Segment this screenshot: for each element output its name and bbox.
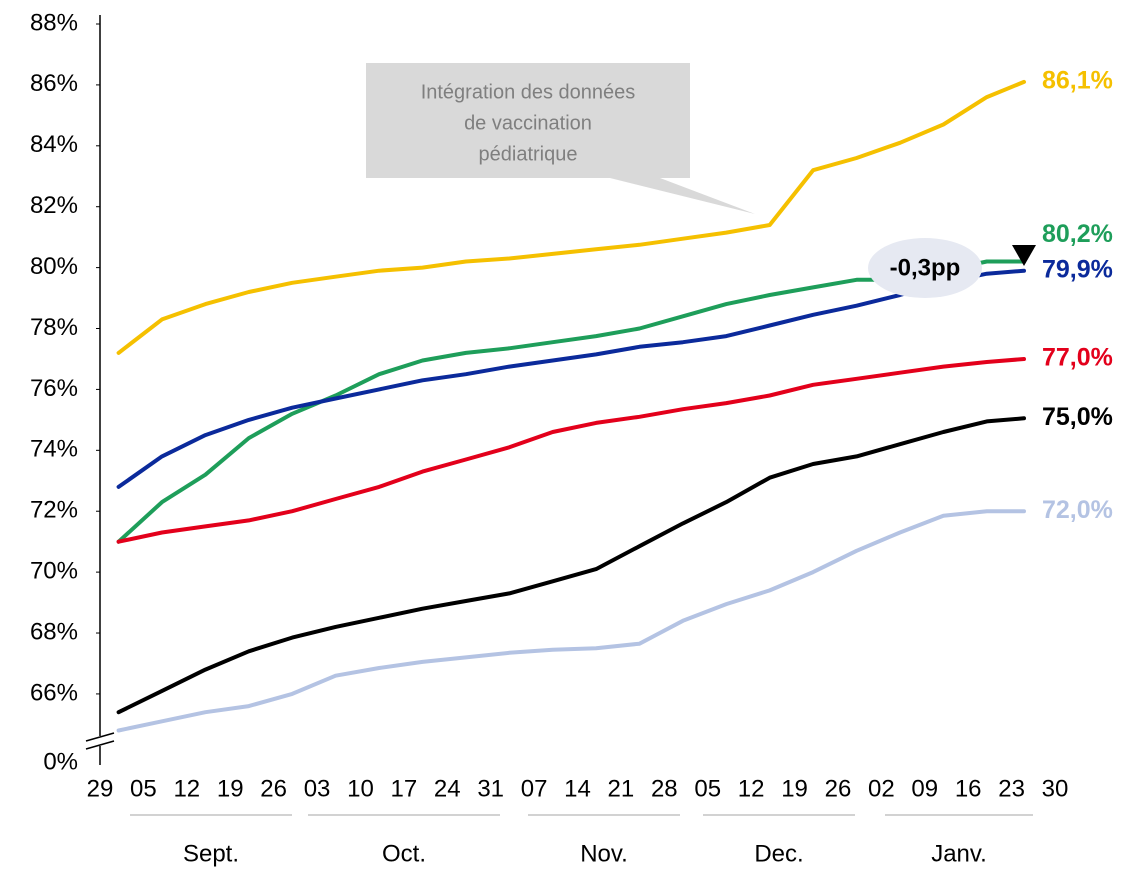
x-tick-label: 26 [825, 775, 852, 802]
x-tick-label: 12 [738, 775, 765, 802]
y-tick-label: 76% [30, 375, 78, 402]
x-tick-label: 14 [564, 775, 591, 802]
x-tick-label: 07 [521, 775, 548, 802]
month-label: Janv. [931, 840, 987, 867]
series-line [116, 268, 1026, 489]
x-tick-label: 03 [304, 775, 331, 802]
x-tick-label: 12 [173, 775, 200, 802]
x-tick-label: 21 [608, 775, 635, 802]
x-tick-label: 29 [87, 775, 114, 802]
x-tick-label: 16 [955, 775, 982, 802]
axis-break-gap [86, 736, 114, 746]
axis-break [85, 740, 115, 750]
y-tick-label: 66% [30, 679, 78, 706]
end-label: 86,1% [1042, 66, 1113, 94]
month-label: Dec. [754, 840, 803, 867]
difference-bubble [868, 238, 982, 298]
month-label: Nov. [580, 840, 628, 867]
end-label: 75,0% [1042, 403, 1113, 431]
x-tick-label: 19 [217, 775, 244, 802]
series-line [116, 416, 1026, 715]
x-tick-label: 05 [130, 775, 157, 802]
x-tick-label: 05 [694, 775, 721, 802]
annotation-box [366, 63, 755, 214]
y-tick-label: 68% [30, 618, 78, 645]
series-line [116, 259, 1026, 544]
y-tick-label: 84% [30, 131, 78, 158]
end-label: 79,9% [1042, 255, 1113, 283]
end-label: 72,0% [1042, 496, 1113, 524]
y-tick-label: 80% [30, 253, 78, 280]
x-tick-label: 09 [911, 775, 938, 802]
difference-arrow [1012, 245, 1036, 266]
x-tick-label: 31 [477, 775, 504, 802]
y-tick-label: 78% [30, 314, 78, 341]
x-tick-label: 23 [998, 775, 1025, 802]
x-tick-label: 17 [391, 775, 418, 802]
annotation-text: de vaccination [464, 112, 592, 134]
end-label: 80,2% [1042, 220, 1113, 248]
annotation-text: Intégration des données [421, 81, 636, 103]
end-label: 77,0% [1042, 344, 1113, 372]
series-line [116, 79, 1026, 355]
x-tick-label: 30 [1042, 775, 1069, 802]
x-tick-label: 28 [651, 775, 678, 802]
y-tick-label: 70% [30, 557, 78, 584]
x-tick-label: 19 [781, 775, 808, 802]
y-tick-label: 74% [30, 436, 78, 463]
x-tick-label: 26 [260, 775, 287, 802]
y-tick-label: 82% [30, 192, 78, 219]
series-line [116, 357, 1026, 544]
month-label: Sept. [183, 840, 239, 867]
y-break-label: 0% [43, 748, 78, 775]
y-tick-label: 86% [30, 70, 78, 97]
annotation-text: pédiatrique [479, 143, 578, 165]
axis-break [85, 732, 115, 742]
x-tick-label: 02 [868, 775, 895, 802]
x-tick-label: 24 [434, 775, 461, 802]
x-tick-label: 10 [347, 775, 374, 802]
y-tick-label: 72% [30, 497, 78, 524]
difference-label: -0,3pp [890, 254, 961, 281]
month-label: Oct. [382, 840, 426, 867]
series-line [116, 509, 1026, 733]
y-tick-label: 88% [30, 9, 78, 36]
